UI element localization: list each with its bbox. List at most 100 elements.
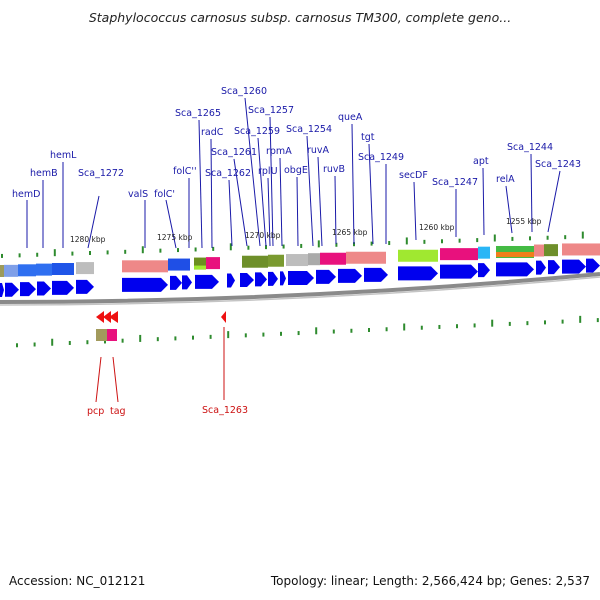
reverse-arrow-pcp-1[interactable] (96, 311, 104, 323)
leader-line (306, 135, 314, 247)
genome-backbone-shadow (0, 276, 600, 306)
gene-arrow (240, 273, 254, 287)
gene-label-rplU[interactable]: rplU (258, 166, 278, 177)
leader-line (279, 157, 283, 247)
gene-arrow (398, 266, 438, 281)
feature-bar (320, 252, 346, 265)
gene-arrow (280, 271, 286, 286)
feature-bar (206, 257, 220, 270)
gene-label-hemB[interactable]: hemB (30, 168, 58, 179)
gene-arrow (5, 282, 19, 297)
gene-arrows[interactable] (0, 258, 600, 297)
reverse-arrow-Sca_1263[interactable] (221, 311, 226, 323)
leader-tag (112, 356, 119, 403)
gene-arrow (170, 275, 182, 290)
scale-label-1275: 1275 kbp (157, 233, 193, 242)
gene-label-folC2[interactable]: folC'' (173, 166, 197, 177)
feature-bar (308, 253, 320, 266)
leader-line (482, 167, 485, 236)
leader-line (165, 199, 177, 249)
gene-label-apt[interactable]: apt (473, 156, 489, 167)
gene-arrow (562, 259, 586, 274)
gene-arrow (536, 260, 546, 275)
gene-arrow (288, 271, 314, 285)
gene-arrow (268, 271, 278, 286)
label-leader-lines (26, 97, 561, 249)
leader-line (317, 156, 323, 247)
gene-label-rpmA[interactable]: rpmA (266, 146, 292, 157)
feature-bar-lime (194, 265, 206, 270)
gene-label-folC1[interactable]: folC' (154, 189, 175, 200)
lower-feature-pcp (96, 329, 107, 341)
gene-arrow (0, 283, 4, 297)
leader-line (87, 195, 100, 249)
reverse-arrow-tag[interactable] (109, 311, 118, 323)
gene-label-relA[interactable]: relA (496, 174, 515, 185)
leader-line (210, 138, 213, 249)
gene-label-Sca_1243[interactable]: Sca_1243 (535, 159, 581, 170)
lower-label-tag[interactable]: tag (110, 406, 126, 417)
feature-bar (346, 251, 386, 264)
lower-label-pcp[interactable]: pcp (87, 406, 104, 417)
gene-label-obgE[interactable]: obgE (284, 165, 308, 176)
reverse-arrow-pcp-2[interactable] (103, 311, 111, 323)
leader-line (267, 177, 271, 247)
leader-line (244, 97, 261, 247)
feature-bar (478, 246, 490, 259)
feature-bar (52, 263, 74, 276)
feature-bar (0, 265, 4, 277)
gene-arrow (37, 281, 51, 296)
gene-arrow (548, 260, 560, 275)
gene-label-Sca_1247[interactable]: Sca_1247 (432, 177, 478, 188)
gene-label-Sca_1265[interactable]: Sca_1265 (175, 108, 221, 119)
feature-bar (440, 248, 478, 261)
gene-label-Sca_1262[interactable]: Sca_1262 (205, 168, 251, 179)
gene-label-hemD[interactable]: hemD (12, 189, 40, 200)
leader-line (198, 119, 203, 249)
feature-bar (76, 262, 94, 275)
feature-bar (18, 264, 36, 277)
gene-label-Sca_1249[interactable]: Sca_1249 (358, 152, 404, 163)
gene-label-Sca_1259[interactable]: Sca_1259 (234, 126, 280, 137)
gene-arrow (478, 263, 490, 278)
gene-label-Sca_1257[interactable]: Sca_1257 (248, 105, 294, 116)
gene-label-Sca_1261[interactable]: Sca_1261 (211, 147, 257, 158)
leader-line (228, 179, 233, 247)
feature-bars (0, 243, 600, 277)
gene-label-Sca_1254[interactable]: Sca_1254 (286, 124, 332, 135)
accession-text: Accession: NC_012121 (9, 574, 146, 588)
leader-line (547, 170, 561, 233)
gene-arrow (586, 258, 600, 273)
gene-label-Sca_1260[interactable]: Sca_1260 (221, 86, 267, 97)
gene-arrow (195, 274, 219, 289)
lower-feature-tag (107, 329, 117, 341)
lower-label-Sca_1263[interactable]: Sca_1263 (202, 405, 248, 416)
genome-backbone (0, 272, 600, 304)
leader-line (351, 123, 355, 245)
feature-bar (4, 264, 18, 277)
gene-label-ruvB[interactable]: ruvB (323, 164, 345, 175)
feature-bar (242, 255, 268, 268)
gene-label-radC[interactable]: radC (201, 127, 224, 138)
leader-line (233, 158, 248, 247)
gene-label-valS[interactable]: valS (128, 189, 148, 200)
gene-label-tgt[interactable]: tgt (361, 132, 375, 143)
gene-arrow (52, 280, 74, 295)
gene-label-Sca_1272[interactable]: Sca_1272 (78, 168, 124, 179)
gene-arrow (20, 282, 36, 297)
genome-summary-text: Topology: linear; Length: 2,566,424 bp; … (270, 574, 590, 588)
leader-line (296, 176, 299, 247)
gene-arrow (122, 277, 168, 292)
feature-bar (286, 254, 308, 267)
gene-arrow (496, 262, 534, 277)
gene-arrow (316, 269, 336, 284)
gene-arrow (76, 279, 94, 294)
gene-arrow (364, 267, 388, 282)
gene-label-ruvA[interactable]: ruvA (307, 145, 330, 156)
gene-label-queA[interactable]: queA (338, 112, 363, 123)
gene-label-Sca_1244[interactable]: Sca_1244 (507, 142, 553, 153)
feature-bar (398, 249, 438, 262)
gene-label-secDF[interactable]: secDF (399, 170, 428, 181)
gene-label-hemL[interactable]: hemL (50, 150, 77, 161)
